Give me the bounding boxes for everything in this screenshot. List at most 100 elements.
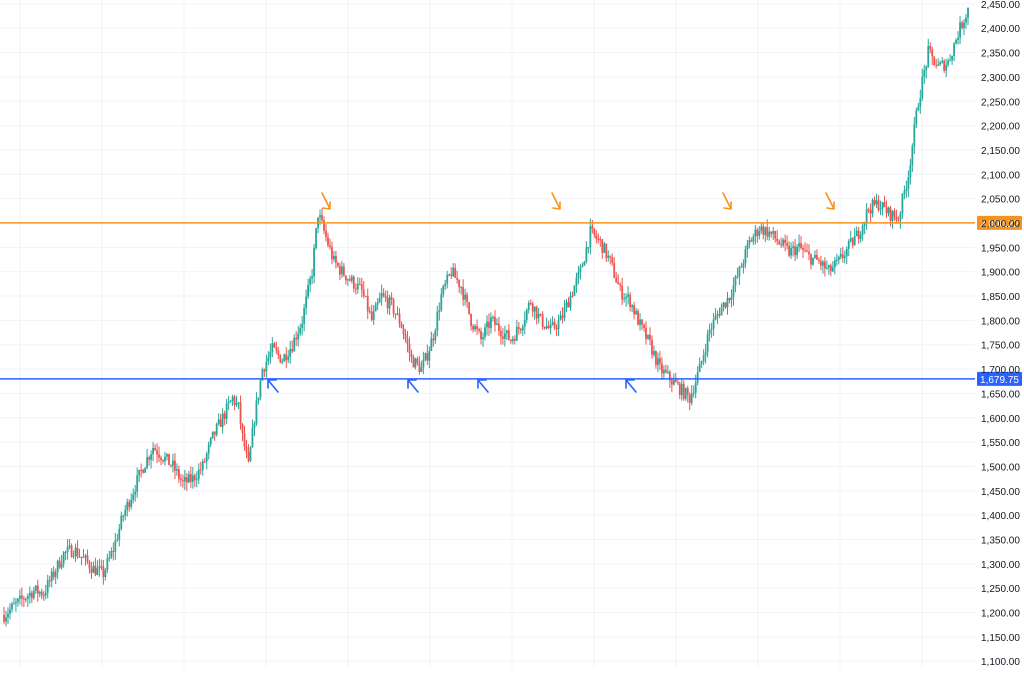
candle-body [398, 313, 401, 324]
candle-body [623, 298, 626, 300]
candle-body [193, 475, 196, 481]
candle-body [730, 297, 733, 301]
candle-body [231, 396, 234, 401]
candle-body [786, 243, 789, 246]
candle-body [325, 230, 327, 238]
candle-body [768, 231, 771, 237]
candle-body [583, 261, 586, 266]
candle-body [263, 369, 266, 372]
candle-body [877, 200, 880, 210]
candle-body [635, 310, 637, 315]
candle-body [672, 379, 675, 385]
candle-body [106, 558, 109, 571]
candle-body [716, 314, 719, 316]
candle-body [947, 60, 950, 65]
candle-body [331, 247, 333, 260]
candle-body [655, 351, 657, 365]
candle-body [853, 235, 856, 246]
candle-body [577, 271, 580, 278]
candle-body [688, 394, 691, 403]
candle-body [460, 287, 463, 289]
candle-body [424, 353, 427, 360]
candle-body [629, 294, 632, 308]
candle-body [589, 226, 592, 248]
candle-body [619, 284, 622, 286]
candles-layer [3, 7, 969, 627]
candle-body [561, 315, 564, 318]
candle-body [674, 379, 677, 383]
candle-body [505, 330, 508, 334]
candle-body [494, 316, 496, 326]
candle-body [523, 319, 526, 327]
candle-body [348, 279, 351, 281]
candle-body [388, 297, 391, 309]
candle-body [784, 239, 787, 244]
candle-body [305, 296, 308, 309]
candle-body [166, 453, 168, 457]
candle-body [653, 351, 655, 355]
candle-body [941, 60, 944, 63]
candle-body [88, 561, 91, 569]
candle-body [464, 294, 467, 300]
candle-body [897, 219, 900, 221]
grid-layer [0, 0, 975, 669]
candle-body [555, 327, 558, 330]
candle-body [450, 274, 453, 276]
candle-body [140, 469, 143, 471]
price-axis[interactable]: 1,100.00 1,150.00 1,200.00 1,250.00 1,300.00… [981, 0, 1020, 668]
candle-body [366, 296, 369, 312]
candle-body [686, 388, 689, 395]
candle-body [919, 98, 922, 107]
candle-body [798, 243, 800, 247]
candle-body [702, 355, 705, 361]
candle-body [255, 400, 258, 424]
candle-body [559, 315, 562, 321]
candle-body [585, 247, 588, 262]
level-price-label: 2,000.22 [980, 219, 1019, 230]
candle-body [521, 326, 524, 331]
candle-body [154, 448, 156, 451]
candle-body [498, 323, 500, 331]
arrow-up-icon [477, 379, 489, 393]
candle-body [52, 571, 55, 577]
candle-body [430, 338, 433, 352]
candle-body [664, 369, 667, 373]
candle-body [378, 298, 381, 303]
candle-body [96, 568, 99, 575]
y-tick-label: 1,600.00 [981, 414, 1020, 425]
y-tick-label: 2,000.00 [981, 219, 1020, 230]
candle-body [207, 444, 210, 454]
candle-body [855, 230, 858, 236]
candle-body [509, 339, 512, 342]
candle-body [327, 237, 329, 246]
candle-body [849, 238, 852, 242]
candle-body [394, 313, 397, 315]
candle-body [802, 248, 804, 251]
candle-body [782, 239, 785, 246]
candle-body [601, 239, 604, 253]
candle-body [690, 393, 693, 403]
candle-body [750, 240, 753, 242]
candle-body [370, 311, 373, 320]
candle-body [827, 265, 830, 268]
candle-body [156, 450, 158, 455]
candle-body [78, 556, 81, 558]
candle-body [172, 460, 174, 466]
candle-body [736, 276, 739, 278]
candle-body [517, 326, 520, 329]
candle-body [181, 480, 184, 482]
candle-body [120, 515, 123, 529]
candle-body [44, 592, 47, 596]
candle-body [511, 338, 514, 342]
y-tick-label: 1,450.00 [981, 487, 1020, 498]
candle-body [452, 267, 455, 276]
y-tick-label: 1,250.00 [981, 584, 1020, 595]
arrow-down-icon [722, 192, 732, 210]
candle-body [756, 229, 759, 236]
candle-body [708, 329, 711, 335]
candle-body [764, 227, 767, 235]
candle-body [859, 234, 862, 240]
candle-body [219, 419, 222, 427]
candle-body [825, 267, 828, 269]
